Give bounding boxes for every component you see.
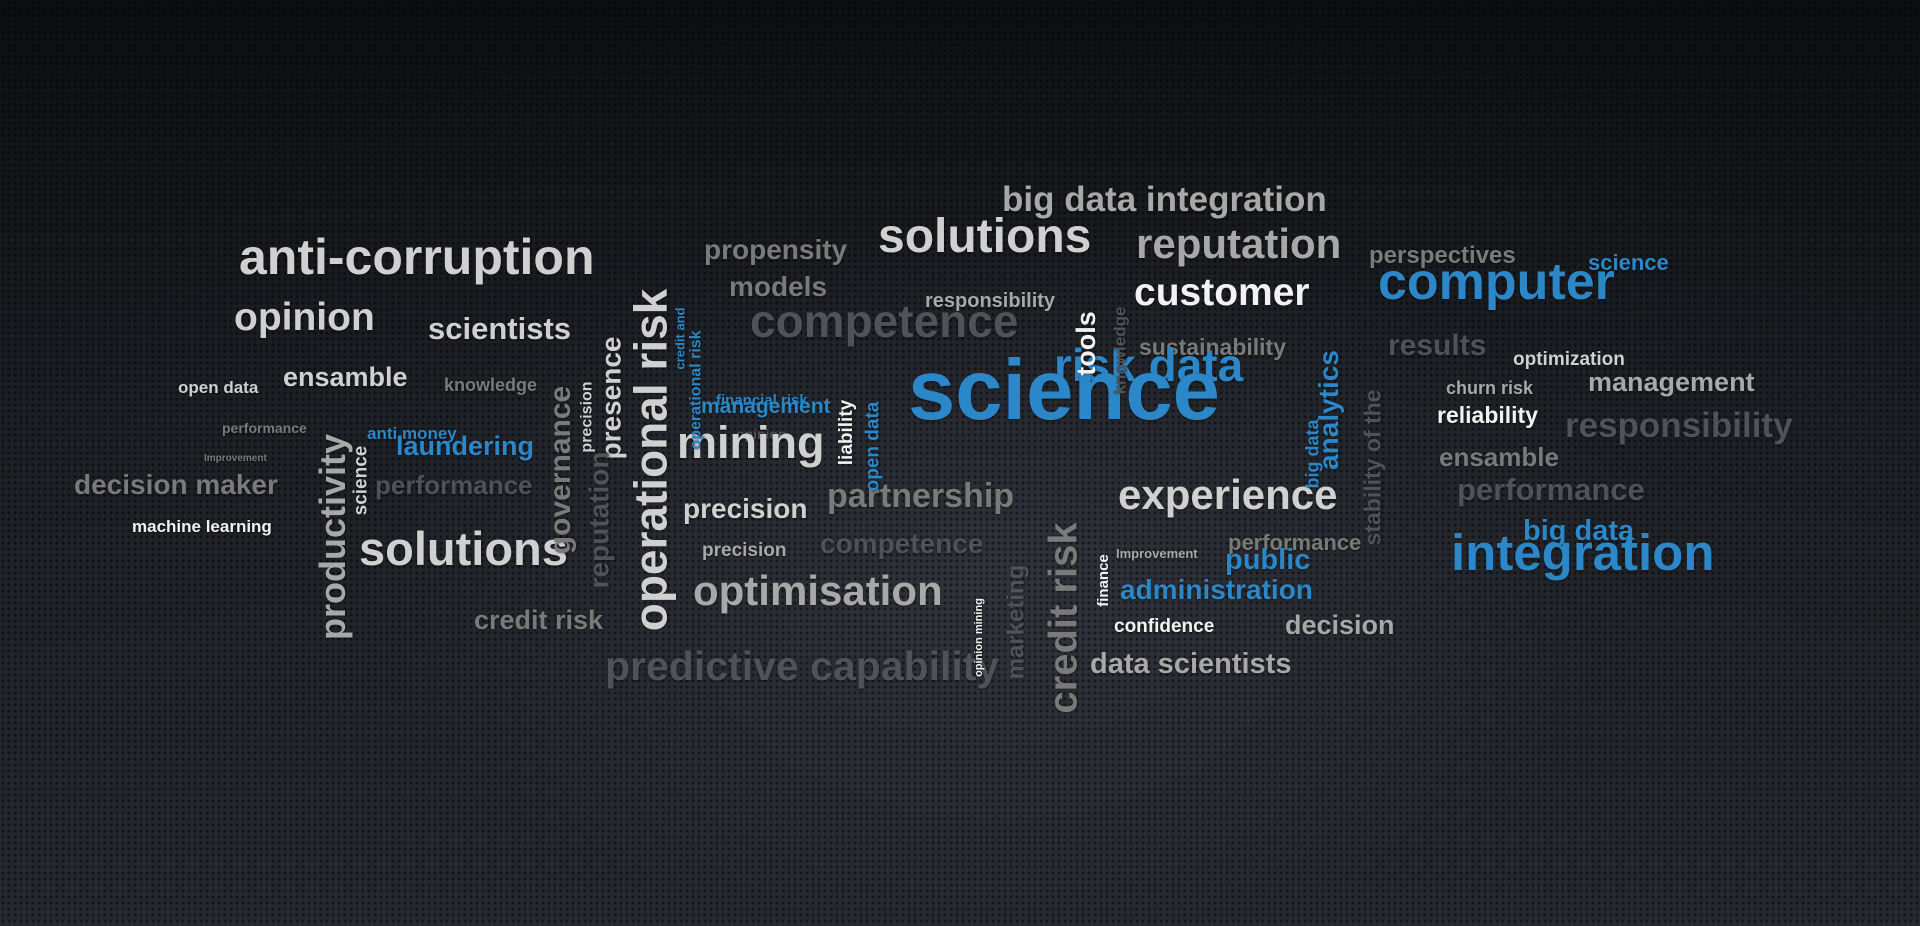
word-performance: performance [1228,530,1362,556]
word-customer: customer [1134,270,1310,314]
word-optimisation: optimisation [693,567,943,615]
word-management: management [1588,367,1755,398]
word-scientists: scientists [428,311,572,347]
word-confidence: confidence [1114,615,1215,637]
word-precision: precision [683,492,808,524]
word-ensamble: ensamble [1439,442,1559,473]
word-opinion-mining: opinion mining [972,597,985,677]
word-risk-data: risk data [1054,339,1244,392]
word-performance: performance [1457,472,1645,508]
word-knowledge: knowledge [444,374,538,395]
word-decision-maker: decision maker [74,468,278,500]
word-machine-learning: machine learning [132,517,272,537]
word-finance: finance [1094,553,1112,607]
word-decision: decision [1285,610,1395,641]
word-stability-of-the: stability of the [1359,389,1386,545]
word-operational-risk: operational risk [623,288,676,632]
word-predictive-capability: predictive capability [605,643,1000,690]
word-optimization: optimization [1513,348,1625,370]
word-anti-money: anti money [367,424,457,444]
word-experience: experience [1118,471,1338,519]
word-science: science [350,445,372,515]
word-models: models [729,270,828,302]
word-administration: administration [1120,573,1313,605]
word-operational-risk: operational risk [687,330,705,450]
word-mining: mining [677,417,825,468]
word-marketing: marketing [1001,564,1029,680]
word-anti-corruption: anti-corruption [239,229,595,285]
word-open-data: open data [178,378,259,398]
word-ensamble: ensamble [283,362,408,393]
word-laundering: laundering [396,431,535,462]
word-reliability: reliability [1437,401,1538,428]
word-credit-and: credit and [672,306,688,370]
word-productivity: productivity [312,433,354,641]
word-science: science [1588,250,1669,276]
word-integration: integration [1451,524,1715,582]
word-improvement: Improvement [204,453,267,464]
word-solutions: solutions [878,209,1092,263]
word-knowledge: knowledge [1110,306,1130,394]
word-opinion: opinion [234,295,375,339]
word-performance: performance [375,470,533,501]
word-opinion: opinion [736,425,787,442]
word-science: science [908,343,1220,438]
word-big-data: big data [1302,419,1323,489]
word-credit-risk: credit risk [1041,522,1086,714]
word-data-scientists: data scientists [1090,647,1292,680]
word-big-data-integration: big data integration [1002,180,1327,219]
word-results: results [1388,329,1487,362]
word-governance: governance [544,385,578,555]
word-churn-risk: churn risk [1446,377,1534,398]
word-propensity: propensity [704,233,848,265]
word-perspectives: perspectives [1369,241,1516,269]
word-competence: competence [750,295,1019,348]
word-precision: precision [702,539,787,561]
word-solutions: solutions [359,522,568,576]
word-financial-risk: financial risk [716,392,808,409]
word-tools: tools [1070,310,1101,376]
word-open-data: open data [862,401,884,491]
word-reputation: reputation [1136,220,1342,268]
word-improvement: Improvement [1116,545,1198,561]
word-partnership: partnership [827,476,1015,515]
word-reputation: reputation [582,451,614,589]
word-presence: presence [594,336,626,460]
word-big-data: big data [1523,514,1635,547]
word-credit-risk: credit risk [474,605,604,636]
word-public: public [1225,543,1311,576]
word-competence: competence [820,527,984,559]
word-precision: precision [578,381,596,453]
word-sustainability: sustainability [1139,333,1286,360]
word-liability: liability [835,399,857,465]
word-responsibility: responsibility [1565,406,1793,445]
word-management: management [701,395,831,419]
word-computer: computer [1378,253,1615,312]
word-responsibility: responsibility [925,290,1056,312]
word-performance: performance [222,419,307,436]
